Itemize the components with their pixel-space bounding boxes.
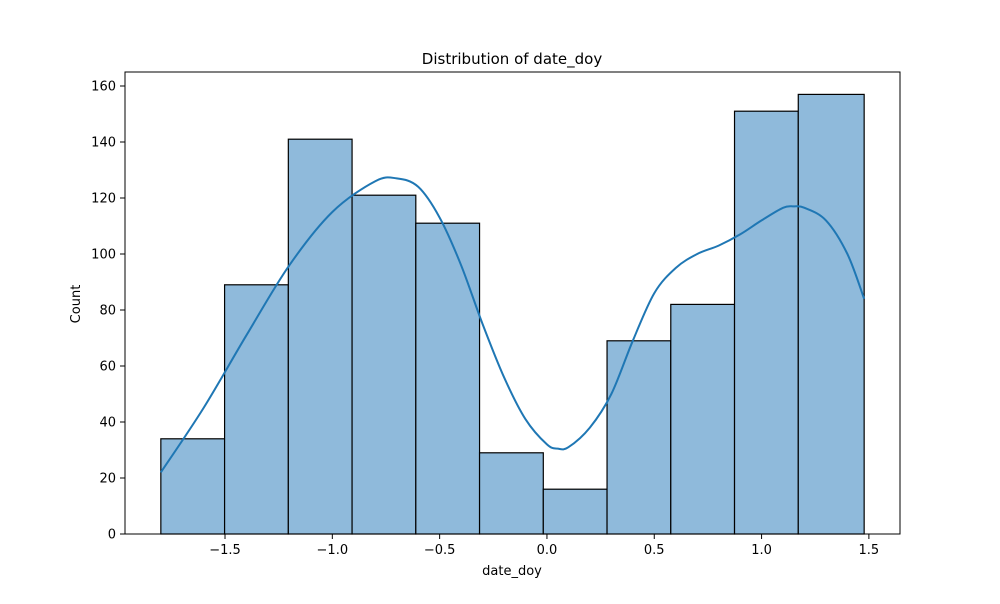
plot-frame <box>124 71 901 535</box>
y-tick-label: 20 <box>99 472 116 487</box>
histogram-bar <box>478 452 544 535</box>
y-tick-label: 140 <box>91 136 116 151</box>
histogram-bar <box>223 284 289 535</box>
y-tick-label: 100 <box>91 248 116 263</box>
histogram-bar <box>670 303 736 535</box>
y-tick-label: 0 <box>108 528 116 543</box>
kde-layer <box>160 176 866 473</box>
y-tick-label: 40 <box>99 416 116 431</box>
y-tick-label: 60 <box>99 360 116 375</box>
histogram-bar <box>797 93 865 535</box>
x-tick-label: 0.0 <box>537 543 558 558</box>
histogram-bar <box>351 194 417 535</box>
histogram-bar <box>415 222 481 535</box>
axes-layer: −1.5 −1.0 −0.5 0.0 0.5 1.0 1.5 0 20 40 60 80 100 120 1… <box>91 71 901 558</box>
kde-line <box>160 176 866 473</box>
x-tick-label: −0.5 <box>424 543 456 558</box>
x-tick-label: 1.5 <box>859 543 880 558</box>
x-tick-label: −1.0 <box>317 543 349 558</box>
y-axis-label: Count <box>69 285 84 324</box>
chart-title: Distribution of date_doy <box>422 50 603 69</box>
y-tick-label: 120 <box>91 192 116 207</box>
x-tick-label: 0.5 <box>644 543 665 558</box>
histogram-bar <box>160 438 226 535</box>
histogram-bar <box>606 340 672 535</box>
y-tick-label: 80 <box>99 304 116 319</box>
x-axis-label: date_doy <box>482 564 542 579</box>
histogram-bar <box>287 138 353 535</box>
x-tick-label: 1.0 <box>751 543 772 558</box>
x-tick-label: −1.5 <box>209 543 241 558</box>
histogram-bar <box>733 110 799 535</box>
bars-layer <box>160 93 865 535</box>
histogram-bar <box>542 488 608 535</box>
y-tick-label: 160 <box>91 80 116 95</box>
